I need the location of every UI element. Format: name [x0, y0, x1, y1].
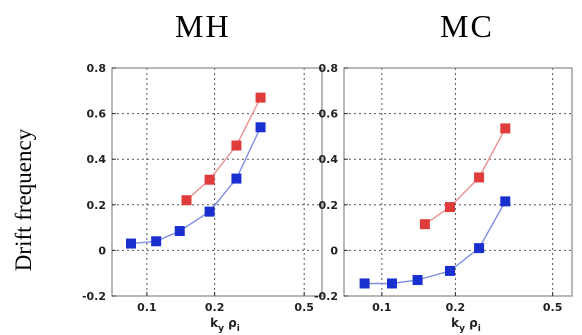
data-point [386, 278, 397, 289]
plot-frame [111, 67, 323, 297]
x-axis-label-part: ρ [465, 316, 478, 330]
data-point [231, 140, 242, 151]
series-line-1 [364, 201, 506, 285]
x-tick-label: 0.2 [205, 301, 225, 314]
data-point [474, 243, 485, 254]
x-tick-label: 0.5 [294, 301, 314, 314]
plot-frame [343, 67, 573, 297]
data-point [204, 206, 215, 217]
data-point [255, 122, 266, 133]
series-line-0 [186, 97, 262, 201]
x-tick-label: 0.2 [446, 301, 466, 314]
data-point [181, 195, 192, 206]
series-line-0 [424, 128, 506, 225]
y-tick-label: -0.2 [82, 290, 106, 303]
y-tick-label: 0 [98, 244, 106, 257]
data-point [255, 92, 266, 103]
x-axis-label-part: y [459, 324, 465, 334]
data-point [474, 172, 485, 183]
x-tick-label: 0.1 [372, 301, 392, 314]
panel-title-mc: MC [440, 8, 494, 44]
data-point [359, 278, 370, 289]
y-tick-label: 0.2 [87, 199, 107, 212]
y-tick-label: 0.6 [319, 108, 339, 121]
data-point [231, 173, 242, 184]
data-point [419, 219, 430, 230]
x-axis-label: ky ρi [210, 316, 240, 334]
y-tick-label: 0 [330, 244, 338, 257]
y-tick-label: -0.2 [314, 290, 338, 303]
data-point [500, 196, 511, 207]
y-tick-label: 0.2 [319, 199, 339, 212]
x-tick-label: 0.5 [543, 301, 563, 314]
data-point [444, 202, 455, 213]
x-axis-label-part: k [451, 316, 460, 330]
chart-panel-mc: -0.2 0 0.2 0.4 0.6 0.8 0.1 0.2 0.5 ky ρi [314, 62, 573, 334]
chart-panel-mh: -0.2 0 0.2 0.4 0.6 0.8 0.1 0.2 0.5 ky ρi [82, 62, 323, 334]
x-axis-label-part: ρ [224, 316, 237, 330]
data-point [204, 174, 215, 185]
x-tick-label: 0.1 [137, 301, 157, 314]
y-tick-label: 0.4 [319, 153, 339, 166]
data-point [174, 226, 185, 237]
x-axis-label-part: y [218, 324, 224, 334]
x-axis-label: ky ρi [451, 316, 481, 334]
y-tick-label: 0.4 [87, 153, 107, 166]
y-tick-label: 0.6 [87, 108, 107, 121]
data-point [444, 265, 455, 276]
data-point [412, 275, 423, 286]
x-axis-label-part: k [210, 316, 219, 330]
x-axis-label-part: i [478, 324, 481, 334]
data-point [125, 238, 136, 249]
panel-title-mh: MH [175, 8, 231, 44]
x-axis-label-part: i [237, 324, 240, 334]
data-point [500, 123, 511, 134]
y-tick-label: 0.8 [87, 62, 107, 75]
data-point [151, 236, 162, 247]
y-tick-label: 0.8 [319, 62, 339, 75]
